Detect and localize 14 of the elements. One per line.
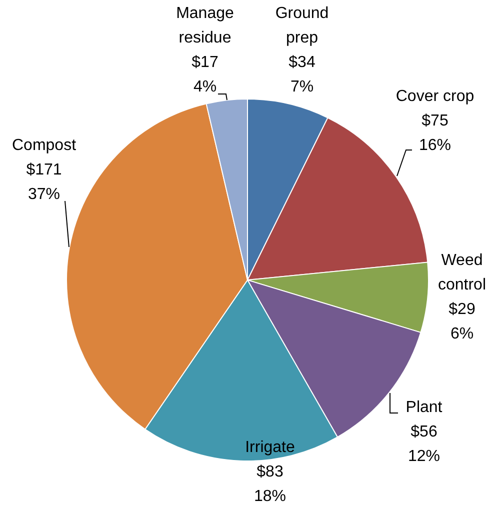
slice-label: Irrigate <box>245 438 295 456</box>
slice-label: Weed control <box>438 252 486 293</box>
slice-label: Compost <box>12 136 77 154</box>
slice-label: Manage residue <box>176 4 234 46</box>
slice-label: Plant <box>406 398 443 416</box>
data-label: $75 16% <box>418 112 452 154</box>
data-label: $29 6% <box>448 300 476 342</box>
data-label: $17 4% <box>192 54 218 95</box>
data-label: $34 7% <box>288 54 316 95</box>
slice-label: Cover crop <box>396 88 474 104</box>
data-label: $83 18% <box>254 463 286 504</box>
slice-label: Ground prep <box>275 4 329 46</box>
data-label: $56 12% <box>408 423 440 464</box>
data-label: $171 37% <box>26 161 62 202</box>
